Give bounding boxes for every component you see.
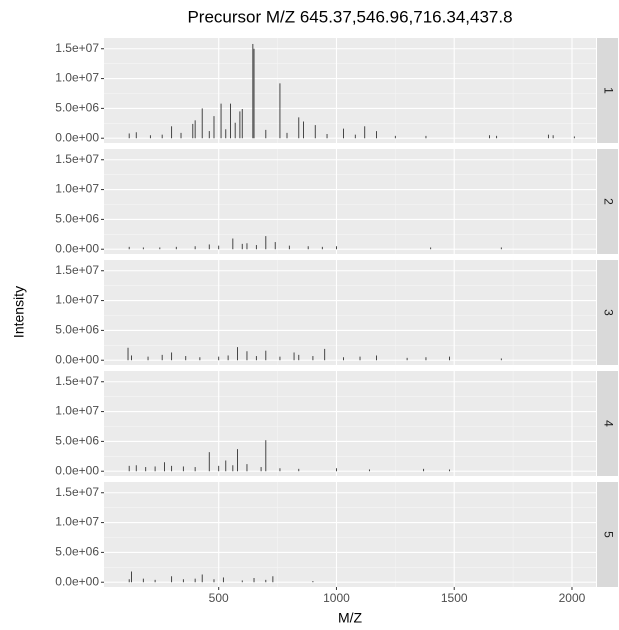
y-tick-label: 0.0e+00 [55,352,99,366]
strip-label: 5 [601,531,615,538]
y-tick-label: 1.5e+07 [55,263,99,277]
y-axis-title: Intensity [11,286,27,338]
y-tick-label: 0.0e+00 [55,463,99,477]
strip [597,482,618,587]
panel-background [104,371,596,476]
y-tick-label: 0.0e+00 [55,241,99,255]
y-tick-label: 1.5e+07 [55,485,99,499]
strip-label: 3 [601,309,615,316]
strip [597,371,618,476]
y-tick-label: 1.0e+07 [55,182,99,196]
strip-label: 1 [601,87,615,94]
y-tick-label: 1.0e+07 [55,404,99,418]
panel-background [104,482,596,587]
y-tick-label: 1.0e+07 [55,515,99,529]
x-tick-label: 2000 [559,591,586,605]
y-tick-label: 0.0e+00 [55,574,99,588]
y-tick-label: 0.0e+00 [55,130,99,144]
panel-background [104,149,596,254]
strip-label: 4 [601,420,615,427]
strip-label: 2 [601,198,615,205]
strip [597,149,618,254]
y-tick-label: 1.5e+07 [55,152,99,166]
y-tick-label: 5.0e+06 [55,545,99,559]
x-tick-label: 500 [209,591,229,605]
chart-title: Precursor M/Z 645.37,546.96,716.34,437.8 [187,7,512,26]
x-axis-title: M/Z [338,610,363,626]
y-tick-label: 5.0e+06 [55,212,99,226]
y-tick-label: 5.0e+06 [55,434,99,448]
y-tick-label: 1.0e+07 [55,293,99,307]
y-tick-label: 5.0e+06 [55,101,99,115]
panel-background [104,38,596,143]
y-tick-label: 1.5e+07 [55,374,99,388]
x-tick-label: 1500 [441,591,468,605]
y-tick-label: 1.5e+07 [55,41,99,55]
panel-background [104,260,596,365]
y-tick-label: 5.0e+06 [55,323,99,337]
strip [597,38,618,143]
x-tick-label: 1000 [323,591,350,605]
strip [597,260,618,365]
y-tick-label: 1.0e+07 [55,71,99,85]
